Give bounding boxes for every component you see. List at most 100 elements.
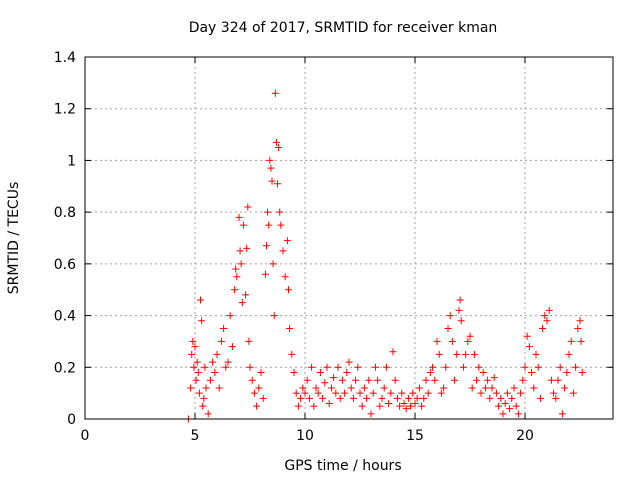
data-point <box>541 312 549 320</box>
tick-labels: 0 5 10 15 20 0 0.2 0.4 0.6 0.8 1 1.2 1.4 <box>54 50 534 444</box>
data-point <box>411 399 419 407</box>
data-point <box>343 368 351 376</box>
chart-title: Day 324 of 2017, SRMTID for receiver kma… <box>189 20 498 36</box>
data-point <box>429 363 437 371</box>
data-point <box>215 384 223 392</box>
data-point <box>567 337 575 345</box>
plot-area-border <box>84 56 614 420</box>
data-point <box>233 273 241 281</box>
data-point <box>253 402 261 410</box>
data-point <box>440 384 448 392</box>
data-point <box>378 394 386 402</box>
data-point <box>270 312 278 320</box>
x-tick-label: 20 <box>516 428 534 444</box>
data-point <box>444 325 452 332</box>
data-point <box>198 317 206 325</box>
data-point <box>319 394 327 402</box>
data-point <box>426 368 434 376</box>
data-point <box>577 337 585 345</box>
data-point <box>499 410 507 418</box>
data-point <box>267 164 275 172</box>
y-tick-label: 1 <box>67 153 76 169</box>
data-point <box>314 389 322 397</box>
data-point <box>245 337 253 345</box>
data-point <box>358 402 366 410</box>
data-point <box>226 312 234 320</box>
data-point <box>321 379 329 387</box>
data-point <box>336 394 344 402</box>
data-point <box>415 384 423 392</box>
x-tick-label: 15 <box>406 428 424 444</box>
data-point <box>271 89 279 97</box>
data-point <box>334 363 342 371</box>
data-point <box>490 374 498 382</box>
data-point <box>323 363 331 371</box>
data-point <box>512 402 520 410</box>
data-point <box>561 384 569 392</box>
data-point <box>275 144 283 151</box>
data-point <box>495 402 503 410</box>
data-point <box>312 384 320 392</box>
data-point <box>277 221 285 229</box>
data-point <box>539 325 547 332</box>
data-point <box>347 384 355 392</box>
data-point <box>363 394 371 402</box>
data-point <box>244 203 252 211</box>
data-point <box>236 247 244 255</box>
data-point <box>264 208 272 216</box>
data-point <box>292 389 300 397</box>
data-point <box>462 350 470 358</box>
data-point <box>525 343 533 351</box>
data-point <box>206 376 214 384</box>
data-point <box>446 312 454 320</box>
data-point <box>354 363 362 371</box>
y-tick-label: 0.2 <box>54 360 76 376</box>
data-point <box>200 394 208 402</box>
data-point <box>285 286 292 294</box>
data-point <box>201 363 209 371</box>
data-point <box>248 376 256 384</box>
data-point <box>194 368 202 376</box>
data-point <box>192 376 200 384</box>
data-point <box>479 368 487 376</box>
data-point <box>187 384 195 392</box>
data-point <box>246 363 254 371</box>
data-point <box>308 363 316 371</box>
data-point <box>473 376 481 384</box>
data-point <box>242 291 250 299</box>
data-point <box>274 180 281 188</box>
data-point <box>481 384 489 392</box>
data-point <box>316 368 324 376</box>
data-point <box>459 363 467 371</box>
data-point <box>484 376 492 384</box>
data-point <box>297 394 305 402</box>
data-point <box>534 363 542 371</box>
data-point <box>578 368 586 376</box>
data-point <box>391 376 399 384</box>
data-point <box>345 358 353 366</box>
data-point <box>517 389 525 397</box>
data-point <box>418 402 426 410</box>
data-point <box>213 350 221 358</box>
data-point <box>385 399 393 407</box>
data-point <box>294 402 302 410</box>
data-point <box>451 376 459 384</box>
data-point <box>435 350 443 358</box>
data-point <box>237 260 245 268</box>
data-point <box>396 402 404 410</box>
data-point <box>235 213 243 221</box>
data-point <box>268 177 276 185</box>
data-point <box>552 394 560 402</box>
y-tick-label: 0.4 <box>54 309 76 325</box>
data-point <box>404 394 412 402</box>
data-point <box>387 389 395 397</box>
data-point <box>301 389 309 397</box>
data-point <box>558 410 566 418</box>
data-point <box>243 244 251 252</box>
data-point <box>209 358 217 366</box>
data-point <box>565 350 573 358</box>
data-point <box>228 343 236 351</box>
data-point <box>327 384 335 392</box>
data-point <box>263 242 270 250</box>
data-point <box>255 384 263 392</box>
